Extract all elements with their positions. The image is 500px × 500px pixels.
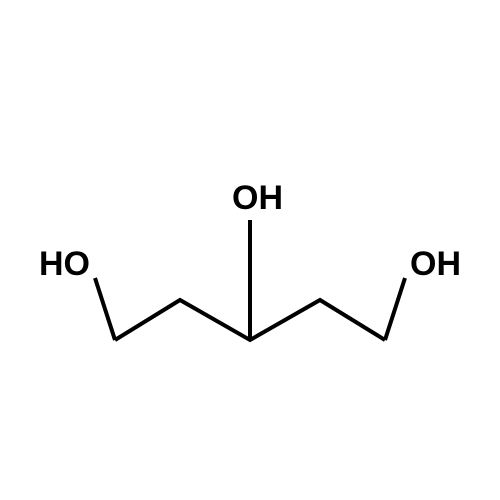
substituent-bond-2 — [385, 278, 405, 340]
molecule-diagram: HO OH OH — [0, 0, 500, 500]
substituent-bond-0 — [95, 278, 115, 340]
atom-label-0: HO — [39, 245, 90, 283]
atom-label-2: OH — [410, 245, 461, 283]
atom-label-1: OH — [232, 179, 283, 217]
